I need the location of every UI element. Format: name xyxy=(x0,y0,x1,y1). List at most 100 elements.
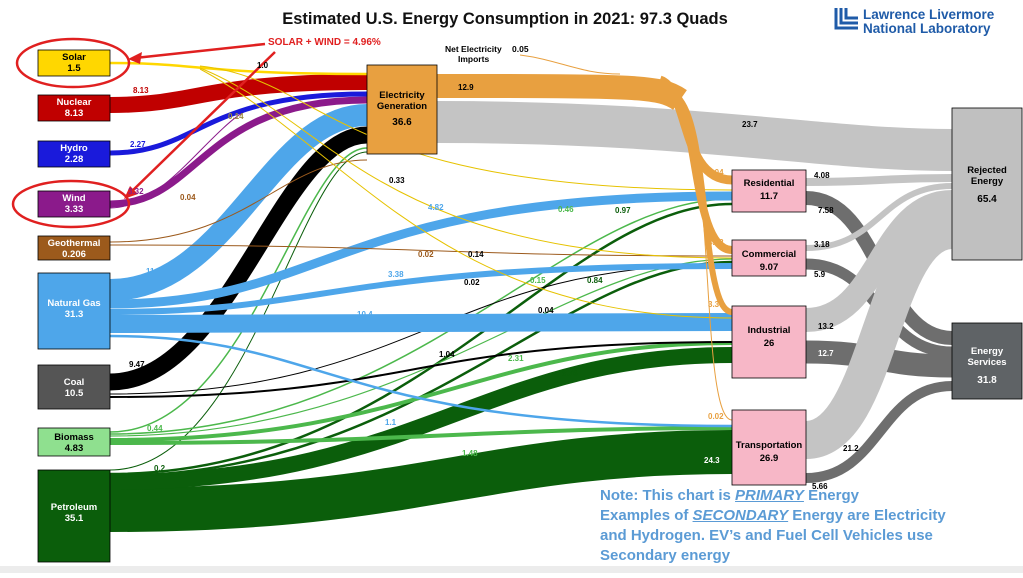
flow-gas-res xyxy=(109,191,733,309)
node-natural-gas[interactable] xyxy=(37,272,111,350)
flow-value-ind-srv: 12.7 xyxy=(818,349,834,358)
node-wind[interactable] xyxy=(37,190,111,218)
flow-value-elec-res: 5.04 xyxy=(708,168,724,177)
flow-pet-trn xyxy=(109,430,733,532)
note-line-1-end: Energy xyxy=(803,487,859,504)
flow-value-elec-com: 4.52 xyxy=(708,238,724,247)
node-label-wind: Wind xyxy=(62,193,86,204)
flow-trn-rejected xyxy=(803,211,955,459)
flow-value-gas-com: 3.38 xyxy=(388,270,404,279)
node-commercial[interactable] xyxy=(731,239,807,277)
flow-pet-ind xyxy=(109,347,733,490)
arrow-to-solar xyxy=(134,42,266,60)
flow-value-com-srv: 5.9 xyxy=(814,270,826,279)
flow-coal-elec xyxy=(109,126,368,391)
node-value-wind: 3.33 xyxy=(64,204,84,215)
node-rejected-energy[interactable] xyxy=(951,107,1023,261)
node-petroleum[interactable] xyxy=(37,469,111,563)
node-value-biomass: 4.83 xyxy=(64,443,84,454)
flow-value-trn-srv: 5.66 xyxy=(812,482,828,491)
flow-value-solar-elec: 1.0 xyxy=(257,61,269,70)
hub-label-2: Generation xyxy=(376,101,428,112)
output-label-services-2: Services xyxy=(967,357,1007,368)
sector-nodes xyxy=(731,169,807,486)
flow-value-coal-ind: 1.04 xyxy=(439,350,455,359)
arrow-to-wind xyxy=(127,51,276,196)
output-value-rejected: 65.4 xyxy=(977,194,997,205)
sector-value-industrial: 26 xyxy=(763,338,775,349)
node-residential[interactable] xyxy=(731,169,807,213)
flow-value-gas-elec: 11.6 xyxy=(146,267,162,276)
flow-value-elec-rejected: 23.7 xyxy=(742,120,758,129)
flow-bio-trn xyxy=(109,426,733,445)
sector-value-transportation: 26.9 xyxy=(759,453,779,464)
node-biomass[interactable] xyxy=(37,427,111,457)
output-label-services-1: Energy xyxy=(970,346,1004,357)
node-coal[interactable] xyxy=(37,364,111,410)
flow-value-solar-com: 0.14 xyxy=(468,250,484,259)
flow-value-solar-ind: 0.04 xyxy=(538,306,554,315)
node-value-natural_gas: 31.3 xyxy=(64,309,84,320)
output-flows xyxy=(436,101,955,483)
flow-value-pet-com: 0.84 xyxy=(587,276,603,285)
node-value-geothermal: 0.206 xyxy=(62,249,86,260)
flow-value-elec-trn: 0.02 xyxy=(708,412,724,421)
flow-value-gas-ind: 10.4 xyxy=(357,310,373,319)
petroleum-flows xyxy=(109,151,733,532)
sector-label-commercial: Commercial xyxy=(741,249,797,260)
node-industrial[interactable] xyxy=(731,305,807,379)
flow-elec-trn xyxy=(679,99,733,421)
flow-gas-trn xyxy=(109,334,733,428)
flow-value-bio-trn: 1.48 xyxy=(462,449,478,458)
flow-pet-com xyxy=(109,260,733,478)
flow-geo-elec xyxy=(109,159,368,243)
node-electricity-generation[interactable] xyxy=(366,64,438,155)
flow-solar-ind xyxy=(199,68,733,319)
flow-value-hydro-elec: 2.27 xyxy=(130,140,146,149)
llnl-logo xyxy=(834,8,858,30)
flow-value-ind-rej: 13.2 xyxy=(818,322,834,331)
note-line-1: Note: This chart is PRIMARY Energy xyxy=(600,486,1015,506)
node-transportation[interactable] xyxy=(731,409,807,486)
flow-imports xyxy=(519,54,621,75)
flow-solar-elec xyxy=(109,61,368,76)
node-geothermal[interactable] xyxy=(37,235,111,261)
flow-ind-rejected xyxy=(805,190,953,332)
output-label-rejected-2: Energy xyxy=(970,176,1004,187)
flow-solar-com xyxy=(199,67,733,259)
flow-wind-elec xyxy=(109,96,368,208)
note-emphasis-secondary: SECONDARY xyxy=(692,507,789,524)
flow-gas-elec xyxy=(109,104,368,301)
page-title: Estimated U.S. Energy Consumption in 202… xyxy=(282,10,728,28)
flow-value-bio-ind: 2.31 xyxy=(508,354,524,363)
node-energy-services[interactable] xyxy=(951,322,1023,400)
bottom-strip xyxy=(0,566,1023,573)
electricity-flows xyxy=(436,74,733,421)
flow-value-geo-small: 0.04 xyxy=(180,193,196,202)
flow-value-res-rej: 4.08 xyxy=(814,171,830,180)
flow-nuclear-elec xyxy=(109,74,368,113)
sector-label-industrial: Industrial xyxy=(747,325,791,336)
node-value-hydro: 2.28 xyxy=(64,154,84,165)
note-line-2-end: Energy are Electricity xyxy=(788,507,946,524)
flow-pet-res xyxy=(109,202,733,476)
node-value-solar: 1.5 xyxy=(67,63,81,74)
output-label-rejected-1: Rejected xyxy=(967,165,1007,176)
node-label-petroleum: Petroleum xyxy=(50,502,98,513)
hub-value: 36.6 xyxy=(392,117,412,128)
node-hydro[interactable] xyxy=(37,140,111,168)
net-imports-value: 0.05 xyxy=(512,44,529,54)
arrow-head-wind xyxy=(124,186,138,199)
flow-value-gas-trn: 1.1 xyxy=(385,418,397,427)
node-solar[interactable] xyxy=(37,49,111,77)
node-nuclear[interactable] xyxy=(37,94,111,122)
llnl-logo-icon xyxy=(834,8,858,30)
wind-highlight-ellipse xyxy=(11,179,131,229)
flow-value-bio-res: 0.46 xyxy=(558,205,574,214)
flow-value-elec-ind: 3.37 xyxy=(708,300,724,309)
flow-value-trn-rej: 21.2 xyxy=(843,444,859,453)
sector-label-residential: Residential xyxy=(743,178,795,189)
note-line-1-text: Note: This chart is xyxy=(600,487,736,504)
flow-hydro-elec xyxy=(109,91,368,156)
